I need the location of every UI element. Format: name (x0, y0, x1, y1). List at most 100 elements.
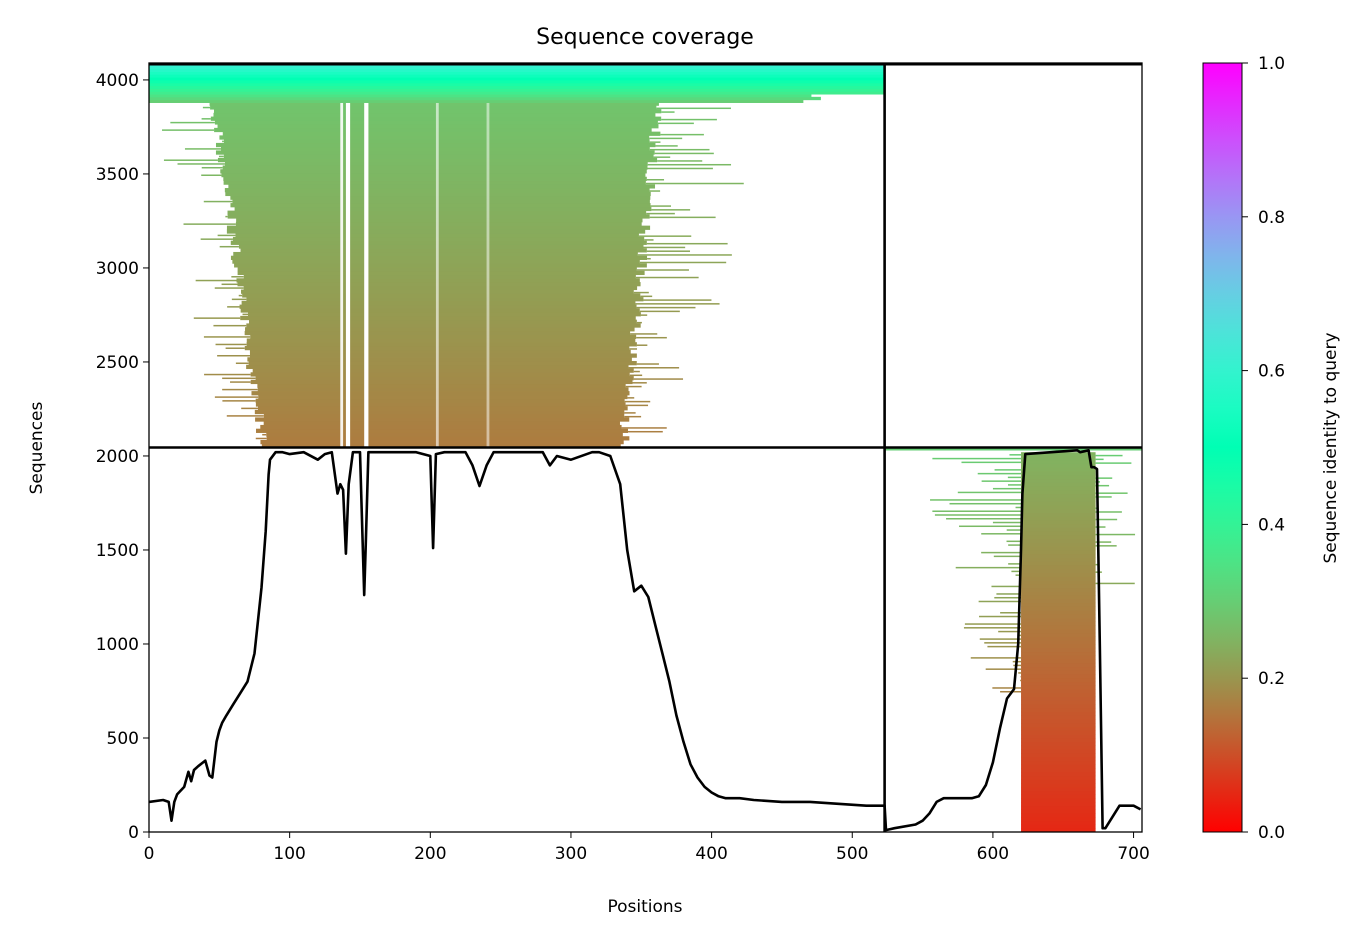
msa-row (214, 127, 652, 133)
colorbar-axis: 0.0 0.2 0.4 0.6 0.8 1.0 (1242, 54, 1285, 843)
gap-column (364, 102, 369, 448)
msa-row (1021, 809, 1096, 814)
msa-row (257, 387, 629, 392)
msa-row-ext (231, 298, 247, 301)
colorbar (1202, 62, 1243, 833)
msa-row-ext (640, 314, 648, 316)
msa-row-ext (177, 163, 225, 165)
msa-row-ext (241, 407, 258, 410)
msa-row (1021, 783, 1096, 788)
msa-row-ext (1095, 454, 1123, 457)
msa-row-ext (646, 242, 728, 245)
msa-row-ext (193, 317, 241, 319)
msa-row (1021, 674, 1096, 679)
msa-row-ext (1015, 574, 1022, 576)
msa-row-ext (639, 310, 680, 313)
colorbar-tick-label: 0.0 (1258, 823, 1285, 843)
msa-row (1021, 621, 1096, 626)
msa-row (1021, 455, 1096, 461)
msa-row-ext (963, 627, 1022, 629)
msa-row (1021, 610, 1096, 615)
msa-row (255, 402, 626, 407)
msa-row-ext (636, 269, 689, 271)
msa-row (1021, 538, 1096, 543)
msa-row (1021, 753, 1096, 758)
x-tick-label: 500 (836, 844, 868, 864)
x-axis: 0 100 200 300 400 500 600 700 (144, 832, 1150, 864)
msa-row-ext (636, 336, 667, 339)
msa-row-ext (636, 363, 659, 365)
msa-row (1021, 775, 1096, 780)
msa-row (1021, 696, 1096, 701)
msa-row (1021, 557, 1096, 562)
msa-row (1021, 647, 1096, 653)
msa-row-ext (636, 306, 696, 309)
msa-row-ext (226, 415, 264, 417)
msa-row (1021, 617, 1096, 622)
y-tick-label: 3000 (96, 259, 139, 279)
msa-row-ext (643, 299, 712, 301)
msa-row (1021, 768, 1096, 773)
x-tick-label: 700 (1117, 844, 1149, 864)
msa-row-ext (660, 133, 704, 136)
msa-row-ext (201, 174, 222, 176)
msa-row (210, 105, 657, 110)
msa-row (1021, 730, 1096, 735)
msa-row (263, 421, 620, 426)
colorbar-label: Sequence identity to query (1321, 332, 1341, 563)
msa-row-ext (203, 200, 233, 203)
msa-row-ext (170, 121, 215, 124)
msa-row-ext (262, 433, 267, 436)
msa-row (1021, 463, 1096, 468)
msa-row (213, 112, 656, 118)
msa-row-ext (629, 348, 638, 350)
msa-row (243, 274, 636, 279)
msa-row-ext (639, 261, 727, 264)
msa-row-ext (1000, 612, 1022, 614)
msa-row (1021, 561, 1096, 566)
msa-row (1021, 820, 1096, 825)
msa-row (1021, 715, 1096, 720)
msa-row-ext (930, 499, 1022, 501)
msa-row-ext (649, 137, 683, 140)
msa-row (237, 270, 645, 276)
msa-row-ext (661, 118, 717, 121)
msa-row-ext (647, 163, 732, 166)
msa-row-ext (1095, 484, 1110, 487)
msa-row (1021, 670, 1096, 675)
msa-row (1021, 643, 1096, 649)
msa-row-ext (1006, 529, 1022, 531)
msa-row (1021, 711, 1096, 716)
colorbar-tick-label: 1.0 (1258, 54, 1285, 74)
msa-row (1021, 816, 1096, 822)
msa-row-ext (222, 388, 258, 391)
msa-row (258, 394, 628, 400)
msa-row (222, 165, 648, 170)
msa-row-ext (633, 291, 649, 294)
msa-row (243, 285, 638, 291)
msa-row (256, 428, 629, 433)
msa-row (1021, 606, 1096, 611)
msa-row (242, 293, 641, 298)
msa-row-ext (959, 525, 1022, 528)
msa-row-ext (649, 148, 710, 151)
msa-row (1021, 459, 1096, 464)
msa-row (149, 85, 885, 89)
msa-row-ext (981, 533, 1022, 535)
msa-row (1021, 493, 1096, 498)
msa-row-ext (1007, 484, 1022, 486)
msa-row (250, 379, 633, 385)
msa-row-ext (231, 276, 244, 278)
msa-row (260, 424, 622, 430)
msa-row-ext (217, 354, 251, 357)
msa-row-ext (646, 212, 675, 215)
msa-row (1021, 602, 1096, 607)
msa-row-ext (647, 167, 713, 170)
msa-row-ext (630, 333, 658, 335)
msa-row-ext (656, 107, 731, 110)
colorbar-tick-label: 0.2 (1258, 669, 1285, 689)
msa-row-ext (624, 412, 636, 414)
x-tick-label: 200 (414, 844, 446, 864)
msa-row-ext (1020, 679, 1022, 682)
msa-row-ext (1095, 492, 1128, 494)
